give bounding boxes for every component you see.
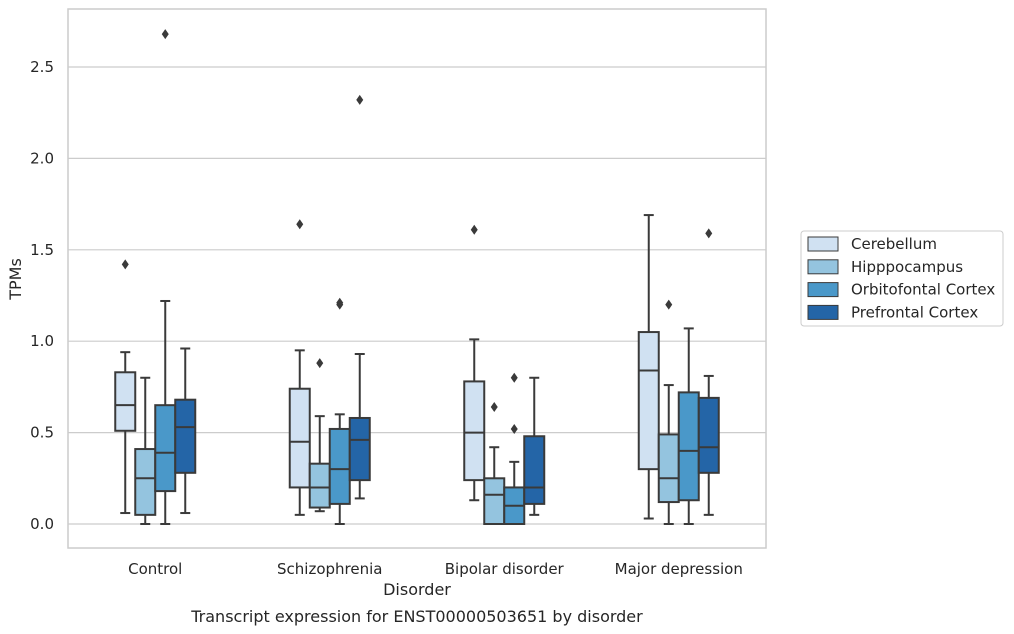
box: [328, 297, 351, 525]
outlier-point: [510, 423, 518, 434]
legend-swatch: [807, 259, 839, 275]
box-body: [523, 435, 546, 505]
outlier-point: [161, 29, 169, 40]
outlier-point: [705, 228, 713, 239]
box-body: [134, 448, 157, 516]
box-body: [288, 387, 311, 489]
box-body: [463, 380, 486, 482]
x-tick-label: Major depression: [615, 560, 743, 578]
box: [174, 347, 197, 515]
box: [677, 327, 700, 525]
box: [657, 299, 680, 525]
y-tick-label: 0.5: [30, 424, 54, 442]
y-tick-label: 1.0: [30, 332, 54, 350]
box-body: [154, 404, 177, 493]
outlier-point: [510, 372, 518, 383]
box-body: [677, 391, 700, 502]
box-body: [483, 477, 506, 525]
legend-swatch: [807, 282, 839, 298]
x-tick-labels: Control Schizophrenia Bipolar disorder Majo…: [128, 560, 743, 578]
box-body: [637, 331, 660, 471]
legend-label: Prefrontal Cortex: [851, 303, 978, 321]
box: [503, 372, 526, 526]
chart-title: Transcript expression for ENST0000050365…: [190, 607, 643, 626]
x-axis-label: Disorder: [383, 580, 451, 599]
box: [637, 214, 660, 520]
box-body: [308, 462, 331, 509]
x-tick-label: Schizophrenia: [277, 560, 382, 578]
legend-label: Orbitofontal Cortex: [851, 281, 995, 299]
box: [154, 29, 177, 525]
box-body: [174, 398, 197, 474]
y-tick-label: 2.0: [30, 149, 54, 167]
box-body: [114, 371, 137, 432]
outlier-point: [121, 259, 129, 270]
y-axis-label: TPMs: [6, 258, 25, 301]
box: [308, 358, 331, 513]
y-tick-label: 1.5: [30, 241, 54, 259]
outlier-point: [316, 358, 324, 369]
legend-items: Cerebellum Hipppocampus Orbitofontal Corte…: [807, 235, 995, 321]
boxes: [114, 29, 720, 526]
box: [288, 219, 311, 516]
legend-label: Cerebellum: [851, 235, 937, 253]
outlier-point: [356, 94, 364, 105]
outlier-point: [665, 299, 673, 310]
legend-label: Hipppocampus: [851, 258, 963, 276]
box: [463, 224, 486, 502]
outlier-point: [296, 219, 304, 230]
box-body: [657, 433, 680, 504]
legend-frame: [800, 230, 1004, 327]
outlier-point: [470, 224, 478, 235]
box-body: [348, 416, 371, 482]
legend-swatch: [807, 236, 839, 252]
y-tick-label: 2.5: [30, 58, 54, 76]
y-tick-label: 0.0: [30, 515, 54, 533]
box: [114, 259, 137, 515]
x-tick-label: Bipolar disorder: [445, 560, 565, 578]
outlier-point: [490, 402, 498, 413]
y-tick-labels: 0.0 0.5 1.0 1.5 2.0 2.5: [30, 58, 54, 533]
x-tick-label: Control: [128, 560, 182, 578]
outlier-point: [336, 297, 344, 308]
legend-swatch: [807, 304, 839, 320]
box-body: [328, 427, 351, 505]
box: [348, 94, 371, 500]
box: [523, 376, 546, 516]
box: [483, 402, 506, 525]
box-body: [697, 396, 720, 474]
plot-area-frame: [67, 8, 767, 549]
legend: Cerebellum Hipppocampus Orbitofontal Corte…: [800, 230, 1004, 327]
box: [697, 228, 720, 516]
box: [134, 376, 157, 525]
